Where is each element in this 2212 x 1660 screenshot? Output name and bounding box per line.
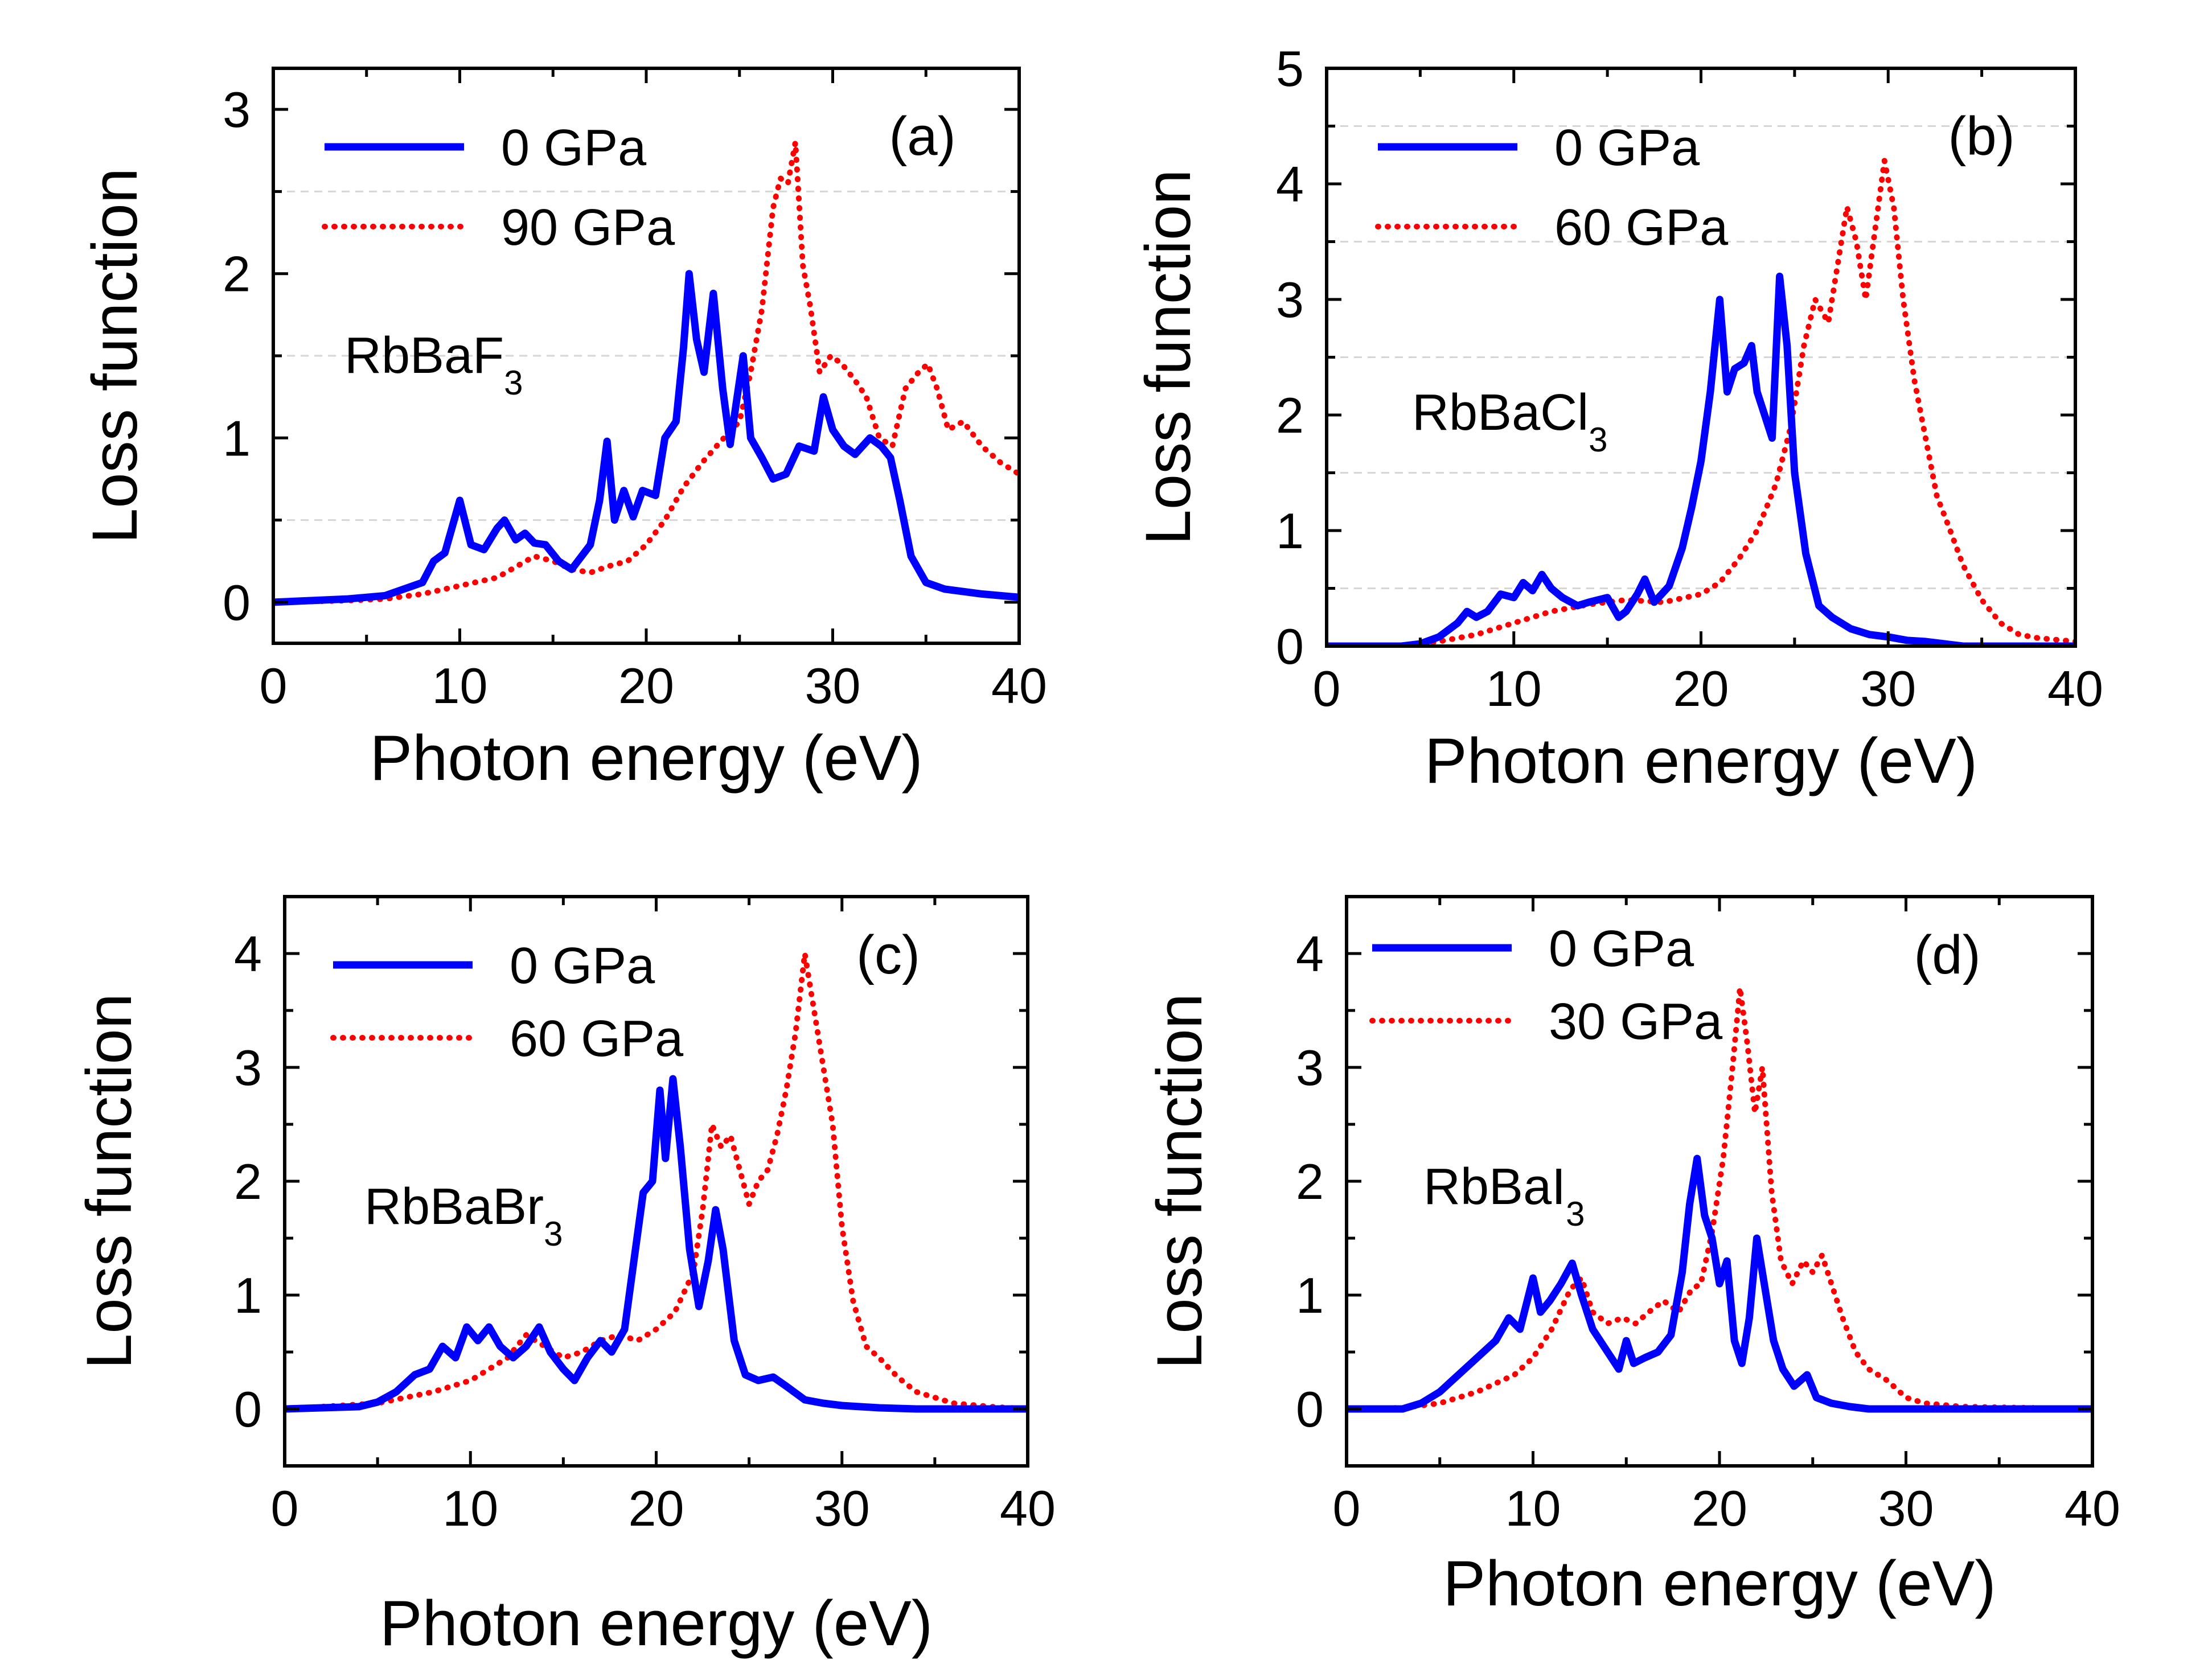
panel-label: (d) (1914, 924, 1980, 985)
legend-label: 0 GPa (501, 120, 647, 176)
y-tick-label: 4 (1276, 156, 1304, 212)
series-line-0-gpa (1347, 1154, 2092, 1413)
plot-area (273, 139, 1019, 606)
x-tick-label: 40 (2065, 1480, 2120, 1536)
plot-area (1347, 985, 2092, 1413)
series-line-0-gpa (285, 1075, 1028, 1413)
x-tick-label: 20 (1692, 1480, 1747, 1536)
x-tick-label: 30 (1878, 1480, 1934, 1536)
x-tick-label: 20 (629, 1480, 684, 1536)
compound-formula: RbBaF (344, 327, 504, 384)
y-tick-label: 0 (234, 1381, 262, 1437)
series-line-60-gpa (285, 951, 1028, 1412)
x-tick-label: 40 (991, 658, 1047, 714)
panel-label: (c) (856, 924, 920, 985)
legend-label: 0 GPa (1554, 120, 1700, 176)
compound-label: RbBaBr3 (364, 1178, 563, 1253)
x-axis-label: Photon energy (eV) (1443, 1548, 1996, 1619)
compound-label: RbBaI3 (1423, 1158, 1585, 1233)
compound-formula: RbBaBr (364, 1178, 544, 1235)
panel-d: 0 10 20 30 40 0 1 2 3 4 Photon energy (eV) Loss fun… (1144, 895, 2120, 1619)
y-tick-label: 1 (1296, 1267, 1324, 1324)
legend-label: 90 GPa (501, 199, 675, 256)
x-tick-label: 10 (432, 658, 488, 714)
y-tick-label: 3 (223, 81, 251, 138)
x-tick-label: 20 (1673, 660, 1729, 717)
y-tick-label: 3 (1276, 272, 1304, 328)
compound-label: RbBaCl3 (1412, 384, 1608, 459)
y-tick-label: 4 (1296, 926, 1324, 982)
y-axis-label: Loss function (73, 993, 145, 1369)
compound-formula: RbBaCl (1412, 384, 1589, 441)
series-line-0-gpa (273, 270, 1019, 606)
x-tick-label: 0 (1313, 660, 1341, 717)
y-tick-label: 0 (1296, 1381, 1324, 1437)
x-axis-label: Photon energy (eV) (1425, 725, 1977, 796)
x-axis-label: Photon energy (eV) (370, 722, 922, 794)
y-tick-label: 2 (1296, 1153, 1324, 1210)
compound-subscript: 3 (1566, 1195, 1585, 1233)
plot-area (1327, 158, 2075, 646)
y-tick-label: 2 (223, 246, 251, 302)
plot-area (285, 951, 1028, 1413)
x-tick-label: 40 (2047, 660, 2103, 717)
compound-label: RbBaF3 (344, 327, 523, 402)
y-tick-label: 1 (1276, 503, 1304, 559)
x-axis-label: Photon energy (eV) (380, 1588, 933, 1659)
panel-label: (b) (1948, 106, 2014, 167)
y-axis-label: Loss function (1132, 170, 1204, 545)
x-tick-label: 30 (814, 1480, 870, 1536)
x-tick-label: 10 (1505, 1480, 1561, 1536)
x-tick-label: 10 (442, 1480, 498, 1536)
y-tick-label: 3 (1296, 1039, 1324, 1096)
compound-subscript: 3 (1589, 421, 1607, 459)
x-tick-label: 20 (618, 658, 674, 714)
x-tick-label: 30 (805, 658, 861, 714)
y-tick-label: 0 (1276, 618, 1304, 675)
panel-c: 0 10 20 30 40 0 1 2 3 4 Photon energy (eV) Loss fun… (73, 895, 1056, 1659)
legend-label: 60 GPa (1554, 199, 1729, 256)
panel-a: 0 10 20 30 40 0 1 2 3 Photon energy (eV) Loss func… (79, 67, 1047, 794)
y-tick-label: 5 (1276, 40, 1304, 97)
y-tick-label: 2 (234, 1153, 262, 1210)
y-tick-label: 0 (223, 574, 251, 631)
y-tick-label: 3 (234, 1039, 262, 1096)
y-axis-label: Loss function (79, 168, 150, 544)
compound-formula: RbBaI (1423, 1158, 1566, 1215)
compound-subscript: 3 (544, 1215, 563, 1253)
legend-label: 60 GPa (510, 1010, 684, 1067)
x-tick-label: 40 (1000, 1480, 1056, 1536)
x-tick-label: 0 (1333, 1480, 1361, 1536)
y-axis-label: Loss function (1144, 993, 1215, 1369)
x-tick-label: 30 (1860, 660, 1916, 717)
compound-subscript: 3 (504, 364, 523, 402)
y-tick-label: 1 (223, 410, 251, 466)
panel-label: (a) (889, 106, 955, 167)
series-line-0-gpa (1327, 272, 2075, 646)
x-tick-label: 0 (271, 1480, 299, 1536)
y-tick-label: 4 (234, 926, 262, 982)
legend-label: 0 GPa (1549, 921, 1694, 977)
x-tick-label: 0 (260, 658, 288, 714)
legend-label: 0 GPa (510, 938, 655, 995)
y-tick-label: 2 (1276, 387, 1304, 443)
y-tick-label: 1 (234, 1267, 262, 1324)
series-line-30-gpa (1347, 985, 2092, 1412)
panel-b: 0 10 20 30 40 0 1 2 3 4 5 Photon energy (eV) Loss fu… (1132, 40, 2103, 796)
legend-label: 30 GPa (1549, 993, 1723, 1050)
x-tick-label: 10 (1486, 660, 1542, 717)
